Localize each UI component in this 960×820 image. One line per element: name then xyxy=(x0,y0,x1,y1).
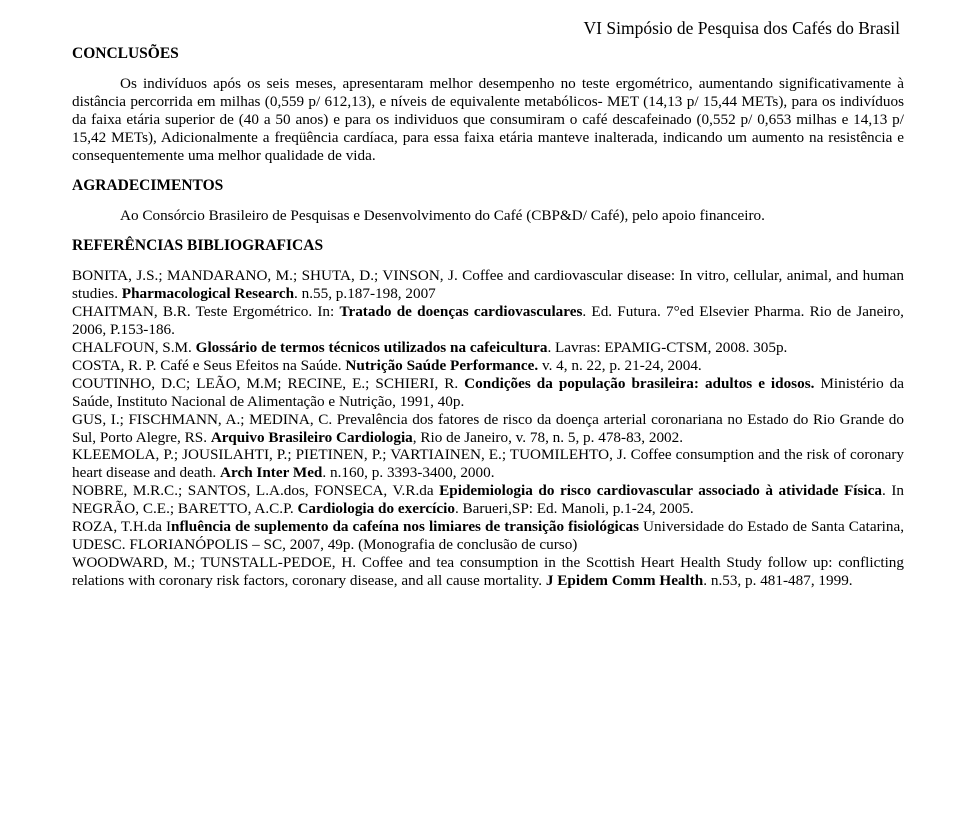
reference-text: . Barueri,SP: Ed. Manoli, p.1-24, 2005. xyxy=(455,500,694,517)
reference-title: J Epidem Comm Health xyxy=(546,572,703,589)
conclusoes-heading: CONCLUSÕES xyxy=(72,45,904,63)
reference-title: Cardiologia do exercício xyxy=(297,500,454,517)
reference-entry: CHAITMAN, B.R. Teste Ergométrico. In: Tr… xyxy=(72,303,904,339)
reference-text: . n.53, p. 481-487, 1999. xyxy=(703,572,852,589)
reference-text: . Lavras: EPAMIG-CTSM, 2008. 305p. xyxy=(547,339,787,356)
reference-text: . n.160, p. 3393-3400, 2000. xyxy=(322,464,494,481)
reference-title: nfluência de suplemento da cafeína nos l… xyxy=(171,518,639,535)
reference-title: Epidemiologia do risco cardiovascular as… xyxy=(439,482,882,499)
conclusoes-paragraph: Os indivíduos após os seis meses, aprese… xyxy=(72,75,904,165)
reference-entry: KLEEMOLA, P.; JOUSILAHTI, P.; PIETINEN, … xyxy=(72,446,904,482)
reference-entry: GUS, I.; FISCHMANN, A.; MEDINA, C. Preva… xyxy=(72,411,904,447)
reference-text: NOBRE, M.R.C.; SANTOS, L.A.dos, FONSECA,… xyxy=(72,482,439,499)
reference-entry: ROZA, T.H.da Influência de suplemento da… xyxy=(72,518,904,554)
reference-text: CHALFOUN, S.M. xyxy=(72,339,196,356)
reference-title: Arquivo Brasileiro Cardiologia xyxy=(211,429,413,446)
references-list: BONITA, J.S.; MANDARANO, M.; SHUTA, D.; … xyxy=(72,267,904,590)
reference-entry: CHALFOUN, S.M. Glossário de termos técni… xyxy=(72,339,904,357)
reference-entry: COUTINHO, D.C; LEÃO, M.M; RECINE, E.; SC… xyxy=(72,375,904,411)
document-page: VI Simpósio de Pesquisa dos Cafés do Bra… xyxy=(0,0,960,590)
agradecimentos-heading: AGRADECIMENTOS xyxy=(72,177,904,195)
reference-entry: BONITA, J.S.; MANDARANO, M.; SHUTA, D.; … xyxy=(72,267,904,303)
reference-entry: COSTA, R. P. Café e Seus Efeitos na Saúd… xyxy=(72,357,904,375)
reference-entry: WOODWARD, M.; TUNSTALL-PEDOE, H. Coffee … xyxy=(72,554,904,590)
reference-title: Condições da população brasileira: adult… xyxy=(464,375,814,392)
agradecimentos-paragraph: Ao Consórcio Brasileiro de Pesquisas e D… xyxy=(72,207,904,225)
reference-title: Nutrição Saúde Performance. xyxy=(345,357,538,374)
reference-title: Glossário de termos técnicos utilizados … xyxy=(196,339,548,356)
reference-text: CHAITMAN, B.R. Teste Ergométrico. In: xyxy=(72,303,339,320)
reference-title: Arch Inter Med xyxy=(220,464,322,481)
reference-text: , Rio de Janeiro, v. 78, n. 5, p. 478-83… xyxy=(413,429,683,446)
reference-title: Tratado de doenças cardiovasculares xyxy=(339,303,582,320)
referencias-heading: REFERÊNCIAS BIBLIOGRAFICAS xyxy=(72,237,904,255)
reference-text: v. 4, n. 22, p. 21-24, 2004. xyxy=(538,357,702,374)
reference-text: ROZA, T.H.da I xyxy=(72,518,171,535)
reference-title: Pharmacological Research xyxy=(122,285,294,302)
event-header: VI Simpósio de Pesquisa dos Cafés do Bra… xyxy=(72,18,904,39)
reference-text: COUTINHO, D.C; LEÃO, M.M; RECINE, E.; SC… xyxy=(72,375,464,392)
reference-text: . n.55, p.187-198, 2007 xyxy=(294,285,436,302)
reference-text: COSTA, R. P. Café e Seus Efeitos na Saúd… xyxy=(72,357,345,374)
reference-entry: NOBRE, M.R.C.; SANTOS, L.A.dos, FONSECA,… xyxy=(72,482,904,518)
